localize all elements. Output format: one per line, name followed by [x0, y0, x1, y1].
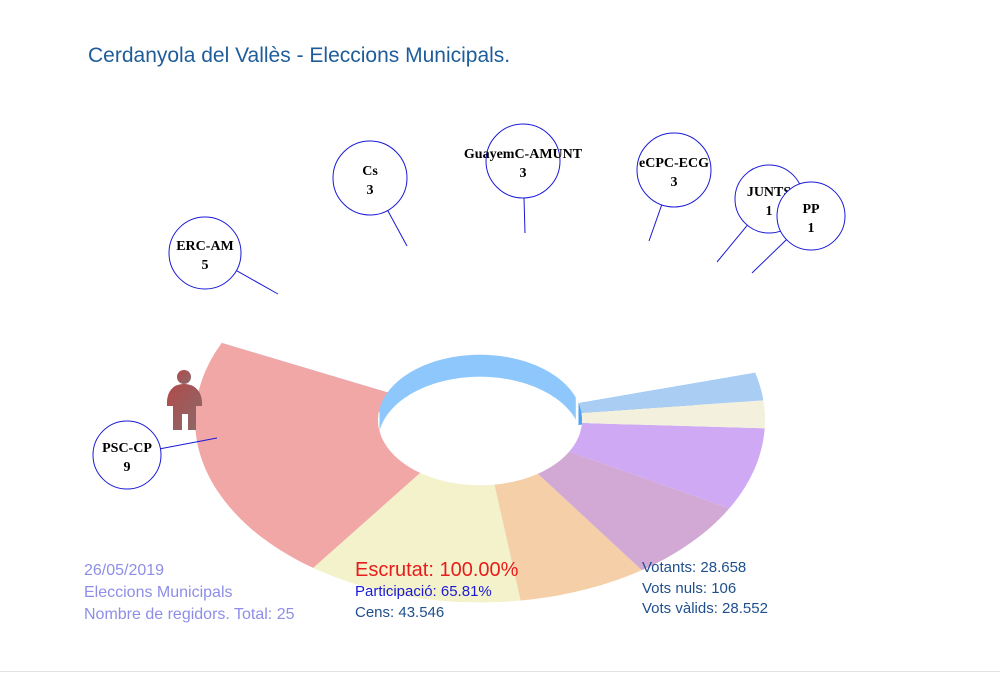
valids-value: 28.552: [722, 600, 768, 617]
slice-psc-cp: [195, 342, 421, 568]
leader-line-erc-am: [236, 270, 279, 295]
leader-line-guayemc-amunt: [523, 197, 526, 234]
party-seats-junts: 1: [766, 204, 773, 219]
slice-junts: [581, 400, 765, 429]
party-seats-ecpc-ecg: 3: [671, 175, 678, 190]
party-name-ecpc-ecg: eCPC-ECG: [639, 156, 709, 171]
person-icon: [166, 370, 203, 430]
label-bubble-pp: [776, 181, 846, 251]
party-name-cs: Cs: [362, 164, 378, 179]
party-name-junts: JUNTS: [747, 185, 792, 200]
party-seats-psc-cp: 9: [124, 460, 131, 475]
bottom-divider: [0, 671, 1000, 672]
leader-line-ecpc-ecg: [648, 204, 663, 242]
participacio-label: Participació:: [355, 583, 437, 600]
label-guayemc-amunt: GuayemC-AMUNT 3: [464, 123, 583, 199]
label-bubble-ecpc-ecg: [636, 132, 712, 208]
escrutat-line: Escrutat: 100.00%: [355, 560, 518, 581]
leader-line-pp: [751, 239, 787, 274]
election-name: Eleccions Municipals: [84, 584, 233, 601]
leader-line-psc-cp: [160, 437, 218, 450]
party-name-erc-am: ERC-AM: [176, 239, 234, 254]
nuls-label: Vots nuls:: [642, 579, 708, 597]
escrutat-label: Escrutat:: [355, 559, 434, 581]
cens-line: Cens: 43.546: [355, 602, 518, 623]
inner-wall: [379, 354, 576, 431]
party-seats-cs: 3: [367, 183, 374, 198]
label-bubble-guayemc-amunt: [485, 123, 561, 199]
label-erc-am: ERC-AM 5: [168, 216, 242, 290]
info-mid: Escrutat: 100.00% Participació: 65.81% C…: [355, 560, 518, 623]
slice-ecpc-ecg: [569, 423, 765, 509]
nuls-line: Vots nuls: 106: [642, 579, 768, 600]
label-cs: Cs 3: [332, 140, 408, 216]
participacio-line: Participació: 65.81%: [355, 581, 518, 602]
label-leader-lines: [160, 197, 787, 450]
party-name-pp: PP: [802, 202, 820, 217]
party-seats-guayemc-amunt: 3: [520, 166, 527, 181]
valids-line: Vots vàlids: 28.552: [642, 599, 768, 620]
label-ecpc-ecg: eCPC-ECG 3: [636, 132, 712, 208]
info-left: 26/05/2019 Eleccions Municipals Nombre d…: [84, 560, 294, 626]
hemicycle-slices: [195, 342, 765, 603]
party-name-psc-cp: PSC-CP: [102, 441, 152, 456]
participacio-value: 65.81%: [440, 583, 492, 600]
party-labels: PSC-CP 9 ERC-AM 5 Cs 3 GuayemC-AMUNT 3 eCPC-ECG 3…: [92, 123, 846, 490]
page-title: Cerdanyola del Vallès - Eleccions Munici…: [88, 44, 511, 67]
cens-value: 43.546: [398, 604, 445, 621]
slice-erc-am: [313, 472, 521, 603]
leader-line-cs: [387, 210, 408, 247]
party-name-guayemc-amunt: GuayemC-AMUNT: [464, 147, 583, 162]
votants-label: Votants:: [642, 559, 697, 576]
cens-label: Cens:: [355, 604, 395, 621]
slice-cs: [494, 473, 642, 601]
votants-line: Votants: 28.658: [642, 558, 768, 579]
votants-value: 28.658: [700, 559, 747, 576]
label-bubble-psc-cp: [92, 420, 162, 490]
party-seats-pp: 1: [808, 221, 815, 236]
label-psc-cp: PSC-CP 9: [92, 420, 162, 490]
nuls-value: 106: [711, 579, 737, 597]
escrutat-value: 100.00%: [439, 559, 519, 581]
label-pp: PP 1: [776, 181, 846, 251]
slice-guayemc-amunt: [537, 451, 730, 571]
slice-pp: [578, 372, 764, 413]
label-bubble-cs: [332, 140, 408, 216]
election-date: 26/05/2019: [84, 562, 165, 579]
valids-label: Vots vàlids:: [642, 600, 718, 617]
label-bubble-erc-am: [168, 216, 242, 290]
info-right: Votants: 28.658 Vots nuls: 106 Vots vàli…: [642, 558, 768, 620]
leader-line-junts: [716, 224, 748, 263]
party-seats-erc-am: 5: [202, 258, 209, 273]
regidors-total: Nombre de regidors. Total: 25: [84, 606, 295, 623]
